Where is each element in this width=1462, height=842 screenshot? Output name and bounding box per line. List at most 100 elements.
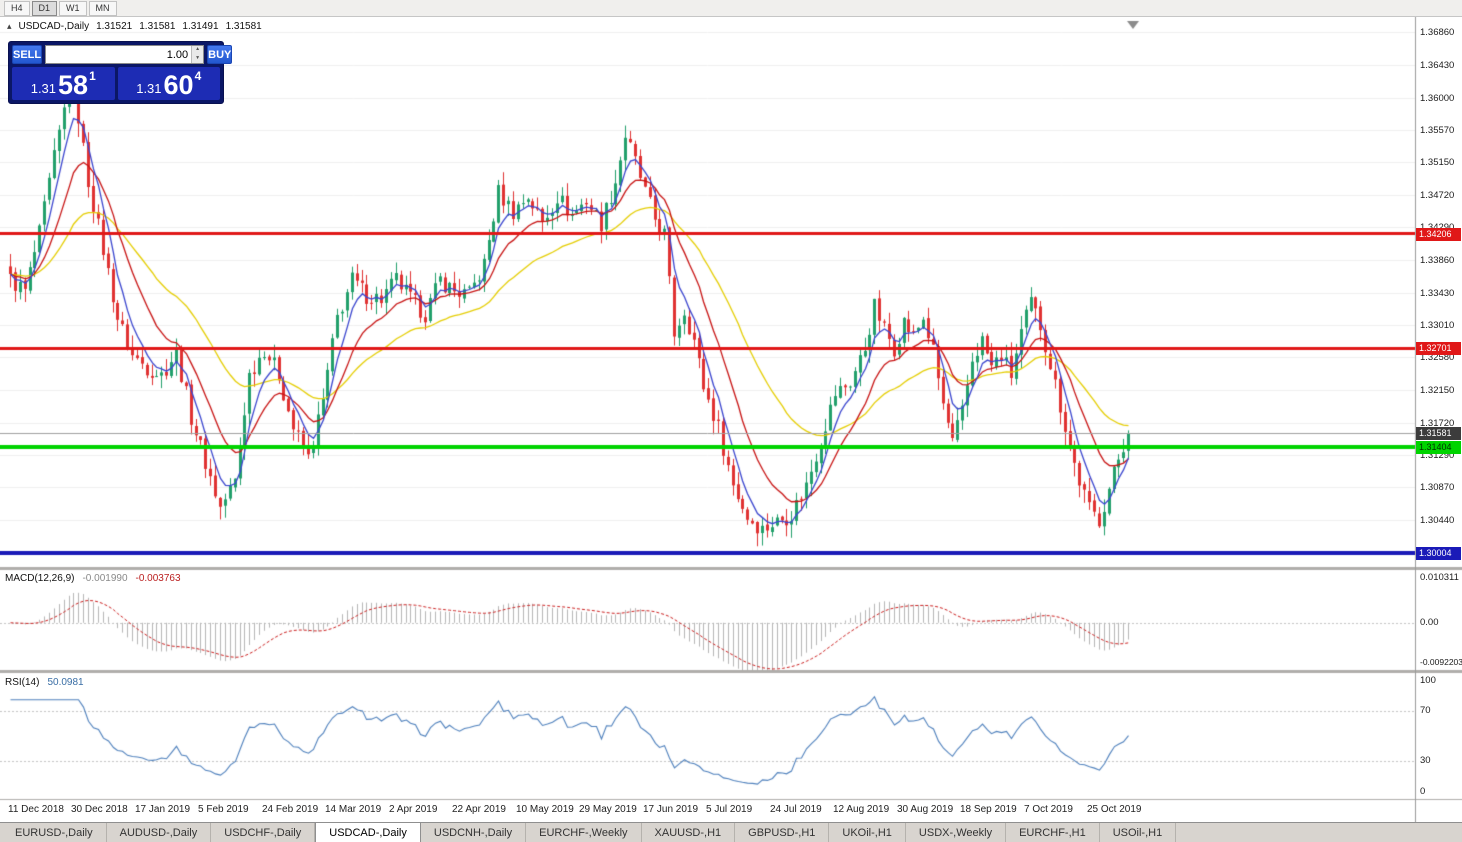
symbol-tab-bar: EURUSD-,Daily AUDUSD-,Daily USDCHF-,Daily U…: [0, 822, 1462, 842]
timeframe-button-w1[interactable]: W1: [59, 0, 87, 16]
price-axis-tick: 1.33010: [1420, 319, 1455, 331]
price-axis-tick: 1.30440: [1420, 514, 1455, 526]
trade-panel-prices-row: 1.31 58 1 1.31 60 4: [12, 67, 220, 100]
chart-symbol-label: USDCAD-,Daily: [18, 21, 90, 32]
price-chart-canvas[interactable]: [0, 17, 1462, 822]
date-axis-label: 10 May 2019: [516, 804, 574, 815]
price-axis-tick: 1.31290: [1420, 450, 1455, 462]
date-axis-label: 12 Aug 2019: [833, 804, 890, 815]
volume-input[interactable]: [46, 46, 192, 63]
date-axis-label: 18 Sep 2019: [960, 804, 1017, 815]
sell-price-big: 58: [58, 70, 89, 100]
time-axis[interactable]: 11 Dec 2018 30 Dec 2018 17 Jan 2019 5 Feb 2…: [0, 799, 1415, 822]
sell-price-sup: 1: [89, 69, 96, 83]
date-axis-label: 17 Jun 2019: [643, 804, 699, 815]
price-axis-tick: 1.36860: [1420, 27, 1455, 39]
chart-symbol-header: ▴ USDCAD-,Daily 1.31521 1.31581 1.31491 …: [7, 21, 262, 32]
symbol-tab-usdchf-daily[interactable]: USDCHF-,Daily: [211, 823, 316, 842]
buy-button[interactable]: BUY: [207, 45, 233, 64]
macd-main-value: -0.001990: [82, 573, 128, 584]
price-axis-tick: 1.32580: [1420, 352, 1455, 364]
symbol-tab-eurusd-daily[interactable]: EURUSD-,Daily: [2, 823, 107, 842]
rsi-scale-100: 100: [1420, 675, 1436, 686]
date-axis-label: 7 Oct 2019: [1024, 804, 1073, 815]
date-axis-label: 5 Jul 2019: [706, 804, 753, 815]
date-axis-label: 25 Oct 2019: [1087, 804, 1142, 815]
timeframe-button-d1[interactable]: D1: [31, 0, 58, 16]
date-axis-label: 22 Apr 2019: [452, 804, 506, 815]
price-axis-tick: 1.36000: [1420, 92, 1455, 104]
volume-spinner[interactable]: ▲ ▼: [191, 46, 204, 63]
buy-price-display[interactable]: 1.31 60 4: [117, 67, 220, 100]
rsi-scale-70: 70: [1420, 704, 1431, 716]
symbol-tab-audusd-daily[interactable]: AUDUSD-,Daily: [107, 823, 212, 842]
macd-title: MACD(12,26,9): [5, 573, 75, 584]
timeframe-button-h4[interactable]: H4: [4, 0, 30, 16]
buy-price-base: 1.31: [136, 81, 162, 96]
price-axis-tick: 1.34290: [1420, 222, 1454, 233]
rsi-scale-30: 30: [1420, 755, 1431, 767]
macd-indicator-label: MACD(12,26,9) -0.001990 -0.003763: [5, 573, 181, 584]
price-axis-tick: 1.35150: [1420, 157, 1455, 169]
price-axis-tick: 1.33860: [1420, 255, 1455, 267]
price-axis-tick: 1.34720: [1420, 189, 1455, 201]
symbol-tab-usdcnh-daily[interactable]: USDCNH-,Daily: [421, 823, 527, 842]
timeframe-button-mn[interactable]: MN: [88, 0, 117, 16]
date-axis-label: 30 Aug 2019: [897, 804, 954, 815]
symbol-tab-gbpusd-h1[interactable]: GBPUSD-,H1: [735, 823, 830, 842]
rsi-value: 50.0981: [47, 677, 84, 688]
macd-scale-max: 0.010311: [1420, 572, 1459, 583]
date-axis-label: 30 Dec 2018: [71, 804, 128, 815]
price-badge-resistance-upper: 1.34206: [1416, 228, 1461, 241]
sell-price-base: 1.31: [30, 81, 57, 96]
ohlc-open: 1.31521: [96, 21, 133, 32]
date-axis-label: 5 Feb 2019: [198, 804, 249, 815]
price-axis-tick: 1.33430: [1420, 287, 1455, 299]
price-badge-support-green: 1.31404: [1416, 441, 1461, 454]
sell-price-display[interactable]: 1.31 58 1: [12, 67, 115, 100]
rsi-indicator-label: RSI(14) 50.0981: [5, 677, 84, 688]
symbol-tab-usoil-h1[interactable]: USOil-,H1: [1100, 823, 1177, 842]
date-axis-label: 17 Jan 2019: [135, 804, 191, 815]
ohlc-close: 1.31581: [225, 21, 262, 32]
trade-panel-collapse-icon[interactable]: ▴: [7, 21, 12, 31]
volume-down-icon[interactable]: ▼: [192, 54, 204, 63]
trade-panel-controls-row: SELL ▲ ▼ BUY: [12, 45, 233, 64]
symbol-tab-usdx-weekly[interactable]: USDX-,Weekly: [906, 823, 1007, 842]
timeframe-toolbar: H4 D1 W1 MN: [0, 0, 1462, 17]
date-axis-label: 29 May 2019: [579, 804, 637, 815]
price-axis-tick: 1.31720: [1420, 417, 1455, 429]
macd-signal-value: -0.003763: [135, 573, 181, 584]
price-axis-tick: 1.32150: [1420, 384, 1455, 396]
buy-price-big: 60: [163, 70, 194, 100]
volume-up-icon[interactable]: ▲: [192, 46, 204, 55]
price-badge-resistance-lower: 1.32701: [1416, 342, 1461, 355]
sell-button[interactable]: SELL: [12, 45, 43, 64]
macd-scale-zero: 0.00: [1420, 617, 1439, 628]
rsi-title: RSI(14): [5, 677, 40, 688]
date-axis-label: 2 Apr 2019: [389, 804, 438, 815]
date-axis-label: 14 Mar 2019: [325, 804, 382, 815]
price-badge-support-blue: 1.30004: [1416, 547, 1461, 560]
volume-box: ▲ ▼: [45, 45, 205, 64]
symbol-tab-eurchf-weekly[interactable]: EURCHF-,Weekly: [526, 823, 642, 842]
chart-region: ▴ USDCAD-,Daily 1.31521 1.31581 1.31491 …: [0, 17, 1462, 822]
ohlc-high: 1.31581: [139, 21, 176, 32]
date-axis-label: 24 Feb 2019: [262, 804, 319, 815]
price-axis-tick: 1.35570: [1420, 125, 1455, 137]
price-axis-tick: 1.30870: [1420, 482, 1455, 494]
price-axis-tick: 1.36430: [1420, 59, 1455, 71]
one-click-trading-panel: SELL ▲ ▼ BUY 1.31 58 1 1.31: [8, 41, 233, 104]
date-axis-label: 11 Dec 2018: [8, 804, 64, 815]
symbol-tab-xauusd-h1[interactable]: XAUUSD-,H1: [642, 823, 736, 842]
symbol-tab-usdcad-daily[interactable]: USDCAD-,Daily: [315, 822, 421, 842]
date-axis-label: 24 Jul 2019: [770, 804, 822, 815]
current-price-badge: 1.31581: [1416, 427, 1461, 440]
symbol-tab-eurchf-h1[interactable]: EURCHF-,H1: [1006, 823, 1100, 842]
price-axis[interactable]: 1.36860 1.36430 1.36000 1.35570 1.35150 1.347…: [1415, 17, 1462, 822]
rsi-scale-0: 0: [1420, 786, 1426, 797]
symbol-tab-ukoil-h1[interactable]: UKOil-,H1: [829, 823, 906, 842]
ohlc-low: 1.31491: [182, 21, 219, 32]
buy-price-sup: 4: [194, 69, 202, 83]
